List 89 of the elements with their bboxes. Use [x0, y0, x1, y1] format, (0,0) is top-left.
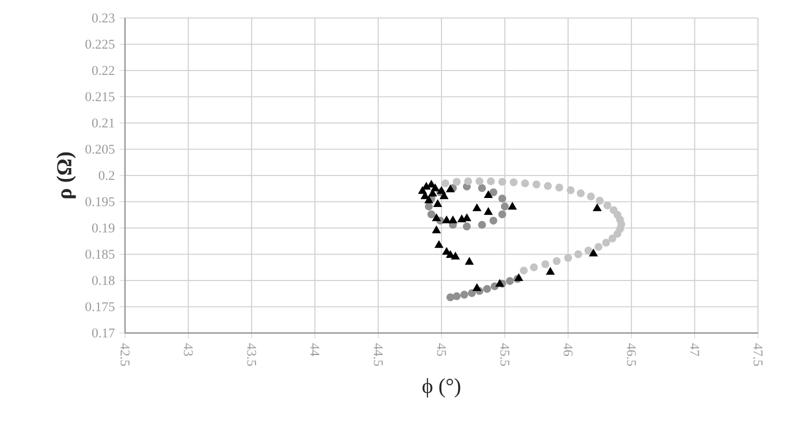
- y-tick-label: 0.215: [85, 92, 114, 102]
- y-tick-label: 0.21: [92, 118, 114, 128]
- x-axis-title: ϕ (°): [422, 378, 460, 398]
- point: [498, 210, 506, 218]
- point: [432, 226, 441, 234]
- point: [452, 178, 461, 186]
- point: [498, 194, 506, 203]
- x-tick-label: 43: [184, 343, 193, 356]
- point: [446, 184, 455, 192]
- point: [546, 267, 555, 275]
- point: [584, 246, 592, 254]
- x-tick-label: 46.5: [626, 343, 636, 366]
- y-tick-label: 0.225: [85, 40, 114, 49]
- y-tick-label: 0.175: [85, 302, 114, 312]
- x-tick-label: 44: [310, 343, 320, 356]
- point: [483, 284, 492, 293]
- point: [434, 240, 444, 248]
- point: [446, 293, 454, 302]
- point: [476, 177, 484, 186]
- point: [596, 196, 604, 205]
- y-tick-label: 0.205: [85, 144, 114, 154]
- point: [552, 257, 561, 266]
- x-tick-label: 47.5: [754, 343, 762, 366]
- point: [586, 192, 595, 200]
- y-tick-label: 0.23: [92, 13, 114, 23]
- point: [589, 248, 598, 256]
- point: [602, 238, 610, 247]
- point: [434, 200, 442, 207]
- point: [451, 252, 460, 260]
- point: [603, 201, 612, 210]
- point: [489, 188, 498, 196]
- x-tick-label: 42.5: [120, 343, 130, 366]
- x-tick-label: 43.5: [247, 343, 256, 366]
- y-axis-title: ρ (Ω): [56, 152, 76, 198]
- point: [478, 220, 486, 229]
- point: [508, 202, 517, 210]
- point: [489, 216, 498, 225]
- point: [427, 210, 436, 218]
- point: [574, 250, 582, 258]
- point: [452, 292, 461, 300]
- point: [555, 184, 564, 192]
- x-tick-label: 45.5: [500, 343, 510, 366]
- point: [478, 184, 486, 192]
- point: [593, 204, 602, 212]
- x-tick-label: 45: [437, 343, 446, 356]
- point: [424, 196, 434, 204]
- point: [484, 190, 493, 198]
- point: [521, 179, 529, 188]
- point: [506, 277, 514, 285]
- x-tick-label: 46: [564, 343, 573, 356]
- y-tick-label: 0.2: [98, 170, 114, 180]
- y-tick-label: 0.18: [92, 276, 114, 286]
- y-tick-label: 0.195: [85, 197, 114, 206]
- y-tick-label: 0.185: [85, 250, 114, 259]
- point: [432, 214, 441, 222]
- point: [614, 230, 622, 238]
- point: [496, 279, 504, 287]
- point: [437, 186, 446, 194]
- point: [462, 222, 471, 230]
- point: [460, 290, 468, 299]
- point: [608, 234, 616, 242]
- y-tick-label: 0.17: [92, 328, 115, 338]
- point: [422, 182, 430, 190]
- point: [441, 179, 450, 188]
- point: [424, 202, 433, 210]
- point: [544, 182, 552, 190]
- y-tick-label: 0.19: [92, 223, 114, 233]
- point: [566, 186, 575, 194]
- point: [500, 202, 509, 210]
- point: [594, 242, 602, 251]
- point: [510, 178, 518, 186]
- point: [530, 263, 538, 272]
- x-tick-label: 47: [690, 343, 700, 356]
- point: [465, 257, 474, 265]
- point: [448, 216, 458, 224]
- y-tick-label: 0.22: [92, 66, 114, 76]
- point: [472, 284, 482, 291]
- point: [576, 189, 585, 198]
- point: [468, 289, 476, 298]
- point: [472, 204, 482, 212]
- point: [498, 178, 506, 186]
- point: [532, 180, 540, 188]
- point: [464, 177, 472, 186]
- point: [564, 254, 572, 262]
- point: [520, 266, 528, 274]
- point: [486, 177, 495, 186]
- point: [484, 208, 493, 215]
- point: [541, 260, 550, 268]
- x-tick-label: 44.5: [374, 343, 383, 366]
